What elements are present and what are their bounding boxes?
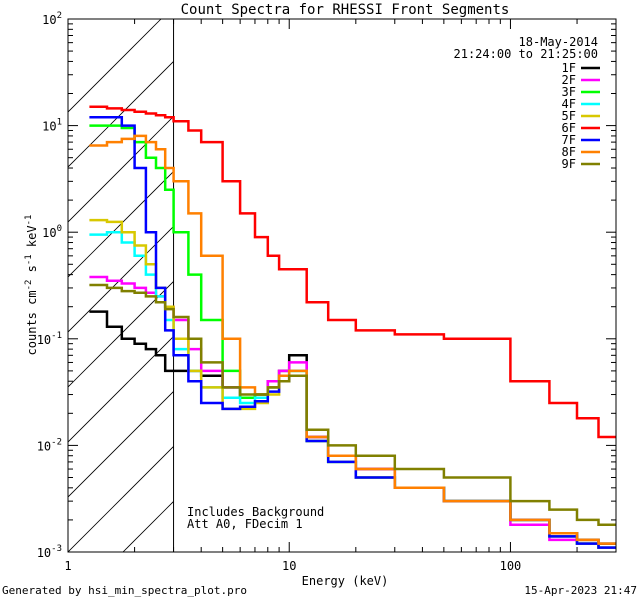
chart-title: Count Spectra for RHESSI Front Segments [181, 2, 510, 18]
x-tick-label: 1 [64, 559, 71, 573]
y-label-exp-f: -1 [24, 215, 34, 226]
y-tick-label: 100 [42, 224, 62, 240]
y-label-part-c: s [25, 265, 39, 279]
legend-label-4f: 4F [562, 97, 576, 111]
hatch-lines [68, 0, 640, 552]
series-line-1f [89, 310, 616, 545]
footer-generated-by: Generated by hsi_min_spectra_plot.pro [2, 584, 247, 597]
hatch-line [68, 445, 174, 552]
legend-label-7f: 7F [562, 133, 576, 147]
x-axis-label: Energy (keV) [302, 574, 389, 588]
y-tick-exponent: 1 [57, 118, 62, 128]
series-line-5f [89, 218, 616, 549]
time-range-label: 21:24:00 to 21:25:00 [454, 47, 599, 61]
y-label-exp-d: -1 [24, 254, 34, 265]
y-axis-label: counts cm-2 s-1 keV-1 [24, 215, 39, 356]
y-tick-mantissa: 10 [37, 333, 51, 347]
y-tick-exponent: -1 [51, 331, 62, 341]
y-tick-label: 102 [42, 11, 62, 27]
x-axis: 1 10 100 [64, 19, 617, 573]
y-tick-exponent: -3 [51, 544, 62, 554]
series-line-3f [89, 124, 616, 549]
hatch-line [68, 170, 174, 278]
y-tick-exponent: 2 [57, 11, 62, 21]
series-line-6f [89, 105, 616, 439]
y-tick-mantissa: 10 [42, 120, 56, 134]
footer-timestamp: 15-Apr-2023 21:47 [524, 584, 637, 597]
y-tick-label: 101 [42, 118, 62, 134]
x-tick-label: 10 [282, 559, 296, 573]
x-tick-label: 100 [500, 559, 522, 573]
legend-label-1f: 1F [562, 61, 576, 75]
date-label: 18-May-2014 [519, 35, 598, 49]
y-label-part-e: keV [25, 225, 39, 254]
hatch-line [288, 0, 640, 552]
hatch-line [68, 60, 174, 168]
legend-label-8f: 8F [562, 145, 576, 159]
y-tick-exponent: 0 [57, 224, 62, 234]
series-line-9f [89, 283, 616, 527]
y-tick-mantissa: 10 [42, 226, 56, 240]
hatch-region [68, 0, 640, 552]
legend-label-2f: 2F [562, 73, 576, 87]
series-line-8f [89, 134, 616, 545]
y-tick-mantissa: 10 [42, 13, 56, 27]
y-tick-exponent: -2 [51, 437, 62, 447]
y-tick-label: 10-1 [37, 331, 62, 347]
hatch-line [68, 115, 174, 223]
y-tick-mantissa: 10 [37, 546, 51, 560]
legend-label-3f: 3F [562, 85, 576, 99]
y-tick-label: 10-3 [37, 544, 62, 560]
y-label-part-a: counts cm [25, 290, 39, 355]
y-label-exp-b: -2 [24, 280, 34, 291]
legend-label-6f: 6F [562, 121, 576, 135]
series-line-7f [89, 115, 616, 549]
hatch-line [618, 0, 640, 552]
legend-label-5f: 5F [562, 109, 576, 123]
series-group [89, 105, 616, 549]
y-tick-label: 10-2 [37, 437, 62, 453]
annotation-background: Includes Background [187, 505, 324, 519]
plot-frame [67, 18, 617, 553]
legend-label-9f: 9F [562, 157, 576, 171]
hatch-line [68, 225, 174, 333]
hatch-line [68, 335, 174, 443]
y-tick-mantissa: 10 [37, 439, 51, 453]
annotation-attenuator: Att A0, FDecim 1 [187, 517, 303, 531]
hatch-line [68, 19, 162, 113]
hatch-line [68, 390, 174, 498]
